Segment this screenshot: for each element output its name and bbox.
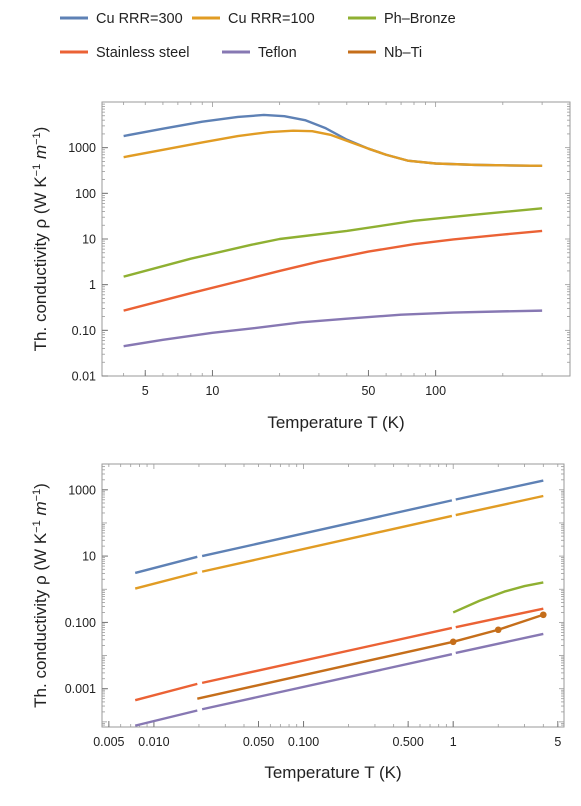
series-line xyxy=(123,229,543,312)
x-tick-label: 0.050 xyxy=(243,735,274,749)
series-line xyxy=(201,626,453,685)
legend-item: Cu RRR=100 xyxy=(192,11,315,27)
y-tick-label: 0.10 xyxy=(72,324,96,338)
y-axis-label-part: Th. conductivity ρ (W K xyxy=(31,176,50,352)
series-nb-ti xyxy=(197,611,547,700)
legend-item: Teflon xyxy=(222,45,297,61)
series-line xyxy=(134,555,198,575)
y-tick-label: 0.100 xyxy=(65,616,96,630)
plot-frame xyxy=(101,463,565,728)
series-line xyxy=(497,613,544,631)
y-axis-label-part: −1 xyxy=(31,489,43,502)
chart-2: 0.005 0.010 0.050 0.100 0.500 1 5 0.001 0.100 10 1… xyxy=(31,463,565,782)
legend-label: Cu RRR=100 xyxy=(228,11,315,27)
legend-label: Stainless steel xyxy=(96,45,190,61)
y-axis-label-part: −1 xyxy=(31,132,43,145)
series-line xyxy=(452,628,499,643)
series-line xyxy=(201,499,453,558)
y-axis-label-part: −1 xyxy=(31,520,43,533)
y-tick-label: 1000 xyxy=(68,483,96,497)
x-tick-label: 50 xyxy=(361,384,375,398)
legend-label: Ph–Bronze xyxy=(384,11,456,27)
series-cu-rrr-300 xyxy=(134,479,544,575)
y-tick-label: 0.01 xyxy=(72,370,96,384)
series-line xyxy=(123,207,543,278)
data-point xyxy=(449,638,457,646)
series-line xyxy=(201,514,453,573)
x-tick-label: 0.500 xyxy=(393,735,424,749)
x-tick-label: 0.100 xyxy=(288,735,319,749)
y-axis-label-part: m xyxy=(31,501,50,520)
legend-item: Nb–Ti xyxy=(348,45,422,61)
data-point xyxy=(494,626,502,634)
minor-ticks xyxy=(102,463,564,728)
series-ph-bronze xyxy=(452,581,544,614)
y-axis-label-part: Th. conductivity ρ (W K xyxy=(31,532,50,708)
y-tick-label: 1000 xyxy=(68,141,96,155)
series-cu-rrr-100 xyxy=(123,129,543,168)
y-axis-label-part: −1 xyxy=(31,164,43,177)
series-line xyxy=(201,653,453,711)
x-tick-label: 5 xyxy=(142,384,149,398)
legend-item: Cu RRR=300 xyxy=(60,11,183,27)
x-tick-label: 5 xyxy=(554,735,561,749)
plot-frame xyxy=(101,101,571,377)
y-axis-label-part: ) xyxy=(31,483,50,489)
legend-item: Stainless steel xyxy=(60,45,190,61)
series-line xyxy=(455,479,544,501)
y-tick-label: 10 xyxy=(82,233,96,247)
series-ph-bronze xyxy=(123,207,543,278)
series-line xyxy=(134,709,198,727)
series-teflon xyxy=(123,309,543,348)
legend-label: Cu RRR=300 xyxy=(96,11,183,27)
y-axis-label-part: ) xyxy=(31,127,50,133)
series-line xyxy=(134,571,198,590)
series-teflon xyxy=(134,632,544,727)
chart-1: 5 10 50 100 0.01 0.10 1 10 100 1000 Temperature T … xyxy=(31,101,571,432)
legend: Cu RRR=300 Cu RRR=100 Ph–Bronze Stainless s… xyxy=(60,11,456,61)
minor-ticks xyxy=(102,101,571,377)
x-tick-label: 100 xyxy=(425,384,446,398)
x-tick-label: 1 xyxy=(450,735,457,749)
y-axis-label: Th. conductivity ρ (W K−1 m−1) xyxy=(31,127,50,352)
y-tick-label: 10 xyxy=(82,550,96,564)
series-line xyxy=(455,494,544,517)
series-cu-rrr-300 xyxy=(123,113,543,168)
series-line xyxy=(123,309,543,348)
x-axis-label: Temperature T (K) xyxy=(264,763,401,782)
series-line xyxy=(452,581,544,614)
y-axis-label-part: m xyxy=(31,145,50,164)
y-tick-label: 1 xyxy=(89,278,96,292)
series-line xyxy=(123,113,543,168)
y-tick-label: 0.001 xyxy=(65,682,96,696)
x-tick-label: 10 xyxy=(205,384,219,398)
legend-item: Ph–Bronze xyxy=(348,11,456,27)
x-tick-label: 0.005 xyxy=(93,735,124,749)
x-tick-label: 0.010 xyxy=(138,735,169,749)
series-stainless-steel xyxy=(134,607,544,702)
legend-label: Teflon xyxy=(258,45,297,61)
series-cu-rrr-100 xyxy=(134,494,544,590)
y-tick-label: 100 xyxy=(75,187,96,201)
x-axis-label: Temperature T (K) xyxy=(267,413,404,432)
legend-label: Nb–Ti xyxy=(384,45,422,61)
series-line xyxy=(197,640,454,700)
data-point xyxy=(540,611,547,619)
series-line xyxy=(455,607,544,629)
series-line xyxy=(134,682,198,702)
y-axis-label: Th. conductivity ρ (W K−1 m−1) xyxy=(31,483,50,708)
series-stainless-steel xyxy=(123,229,543,312)
series-line xyxy=(455,632,544,655)
series-line xyxy=(123,129,543,168)
